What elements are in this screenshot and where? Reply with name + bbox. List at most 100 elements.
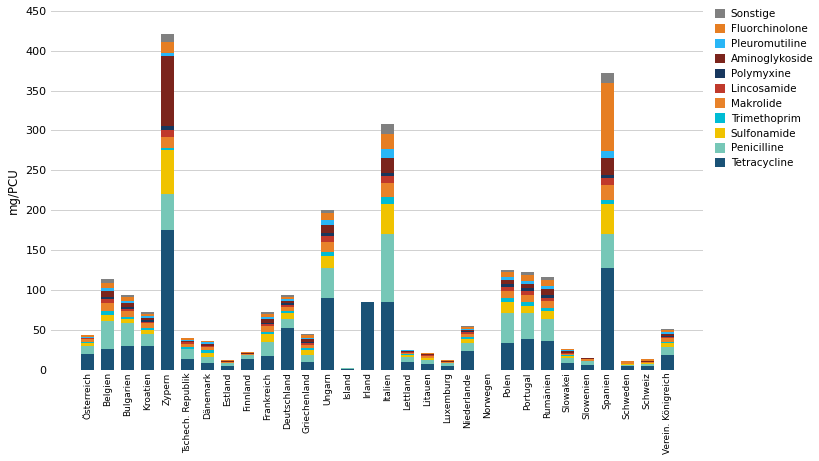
- Bar: [620, 362, 633, 364]
- Bar: [520, 291, 533, 295]
- Bar: [201, 357, 214, 363]
- Bar: [121, 307, 133, 309]
- Bar: [660, 334, 672, 336]
- Bar: [500, 284, 514, 288]
- Bar: [141, 334, 154, 346]
- Bar: [121, 296, 133, 297]
- Bar: [640, 366, 653, 370]
- Bar: [520, 276, 533, 281]
- Bar: [260, 356, 274, 370]
- Bar: [221, 360, 233, 361]
- Bar: [441, 360, 453, 361]
- Bar: [320, 225, 333, 233]
- Bar: [101, 321, 114, 349]
- Bar: [121, 309, 133, 311]
- Bar: [141, 328, 154, 330]
- Bar: [460, 326, 473, 327]
- Bar: [121, 323, 133, 346]
- Bar: [141, 320, 154, 322]
- Bar: [420, 353, 433, 354]
- Bar: [380, 159, 393, 173]
- Bar: [81, 337, 94, 338]
- Bar: [380, 204, 393, 234]
- Bar: [540, 295, 553, 298]
- Bar: [580, 361, 593, 365]
- Bar: [460, 351, 473, 370]
- Bar: [540, 277, 553, 280]
- Bar: [500, 277, 514, 280]
- Bar: [400, 362, 414, 370]
- Bar: [660, 342, 672, 343]
- Bar: [600, 204, 613, 234]
- Bar: [560, 356, 573, 358]
- Bar: [500, 298, 514, 302]
- Bar: [640, 361, 653, 363]
- Bar: [420, 358, 433, 360]
- Bar: [181, 340, 194, 341]
- Bar: [460, 330, 473, 331]
- Bar: [460, 327, 473, 329]
- Bar: [620, 366, 633, 370]
- Bar: [320, 220, 333, 225]
- Bar: [181, 349, 194, 359]
- Bar: [420, 354, 433, 355]
- Bar: [241, 354, 254, 355]
- Bar: [260, 326, 274, 332]
- Bar: [320, 213, 333, 220]
- Bar: [281, 303, 293, 305]
- Bar: [161, 150, 174, 194]
- Bar: [101, 283, 114, 288]
- Bar: [221, 366, 233, 370]
- Bar: [101, 279, 114, 283]
- Bar: [560, 351, 573, 353]
- Bar: [640, 359, 653, 361]
- Bar: [161, 130, 174, 137]
- Bar: [181, 344, 194, 347]
- Bar: [540, 308, 553, 311]
- Bar: [301, 348, 314, 349]
- Bar: [460, 343, 473, 351]
- Bar: [101, 311, 114, 314]
- Bar: [81, 338, 94, 339]
- Bar: [540, 280, 553, 286]
- Bar: [260, 323, 274, 324]
- Bar: [241, 352, 254, 353]
- Bar: [380, 197, 393, 204]
- Bar: [400, 352, 414, 353]
- Bar: [320, 236, 333, 242]
- Bar: [260, 312, 274, 314]
- Bar: [241, 355, 254, 359]
- Bar: [301, 355, 314, 361]
- Bar: [101, 349, 114, 370]
- Bar: [620, 361, 633, 362]
- Bar: [540, 289, 553, 295]
- Bar: [320, 256, 333, 267]
- Bar: [121, 301, 133, 303]
- Bar: [81, 346, 94, 354]
- Bar: [540, 319, 553, 341]
- Bar: [520, 306, 533, 313]
- Bar: [161, 126, 174, 130]
- Bar: [81, 335, 94, 337]
- Bar: [301, 334, 314, 335]
- Bar: [400, 351, 414, 352]
- Bar: [380, 124, 393, 135]
- Bar: [540, 286, 553, 289]
- Bar: [520, 339, 533, 370]
- Bar: [520, 295, 533, 302]
- Bar: [600, 175, 613, 178]
- Bar: [640, 364, 653, 366]
- Bar: [161, 34, 174, 42]
- Bar: [141, 346, 154, 370]
- Bar: [241, 359, 254, 370]
- Bar: [241, 353, 254, 354]
- Bar: [420, 356, 433, 358]
- Bar: [540, 301, 553, 308]
- Bar: [441, 363, 453, 366]
- Bar: [400, 353, 414, 355]
- Bar: [181, 347, 194, 349]
- Bar: [260, 342, 274, 356]
- Bar: [301, 335, 314, 337]
- Bar: [520, 302, 533, 306]
- Bar: [181, 341, 194, 343]
